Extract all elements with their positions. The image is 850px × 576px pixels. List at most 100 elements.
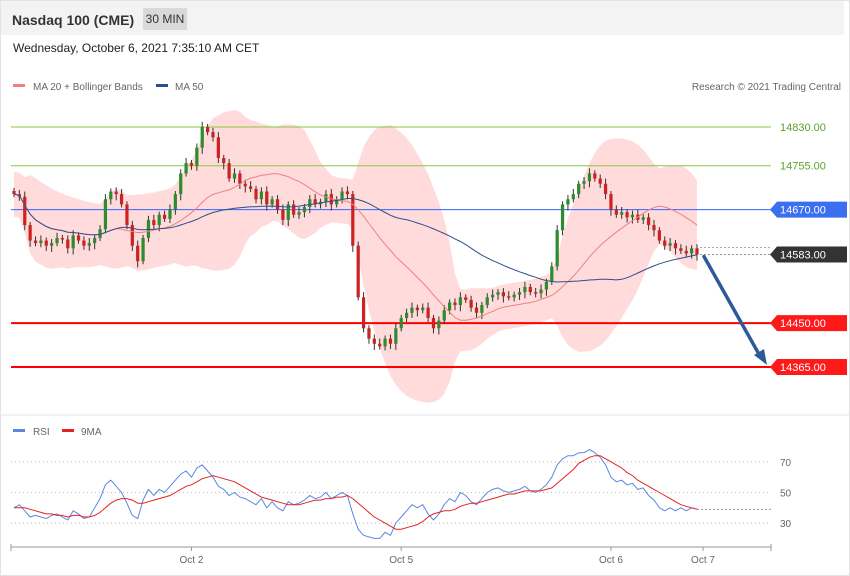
candle-body: [620, 212, 624, 215]
rsi-tick-label: 30: [780, 519, 792, 530]
candle-body: [340, 191, 344, 200]
candle-body: [431, 317, 436, 329]
candle-body: [614, 209, 618, 215]
candle-body: [345, 191, 350, 195]
candle-body: [222, 157, 226, 164]
candle-body: [673, 243, 678, 249]
candle-body: [302, 207, 307, 213]
candle-body: [517, 292, 522, 295]
rsi-panel: 70 50 30: [11, 449, 792, 539]
candle-body: [265, 191, 269, 205]
x-axis-tick-label: Oct 5: [389, 555, 413, 566]
rsi-tick-label: 50: [780, 488, 792, 499]
candle-body: [684, 250, 688, 254]
level-label-support: 14450.00: [780, 318, 826, 330]
level-label-resistance: 14755.00: [780, 161, 826, 173]
candle-body: [130, 225, 134, 246]
instrument-title: Nasdaq 100 (CME): [12, 12, 135, 28]
ma50-legend-label: MA 50: [175, 82, 204, 93]
candle-body: [544, 281, 549, 290]
candlesticks: [12, 121, 699, 351]
candle-body: [281, 209, 285, 220]
candle-body: [426, 307, 430, 318]
candle-body: [383, 338, 387, 347]
candle-body: [297, 212, 301, 215]
candle-body: [593, 173, 597, 179]
candle-body: [157, 214, 161, 226]
candle-body: [501, 292, 506, 297]
level-label-resistance: 14830.00: [780, 122, 826, 134]
candle-body: [523, 287, 527, 293]
candle-body: [216, 137, 220, 158]
candle-body: [292, 204, 296, 215]
candle-body: [119, 194, 124, 205]
candle-body: [679, 248, 683, 251]
candle-body: [33, 240, 38, 244]
x-axis-tick-label: Oct 2: [180, 555, 204, 566]
x-axis: Oct 2 Oct 5 Oct 6 Oct 7: [180, 547, 715, 566]
bb-legend-label: MA 20 + Bollinger Bands: [33, 82, 143, 93]
candle-body: [71, 235, 75, 249]
candle-body: [211, 132, 215, 138]
candle-body: [641, 217, 645, 220]
candle-body: [227, 163, 231, 179]
candle-body: [98, 229, 102, 238]
candle-body: [609, 194, 613, 210]
candle-body: [603, 183, 608, 195]
level-label-pivot: 14670.00: [780, 205, 826, 217]
candle-body: [136, 245, 140, 262]
candle-body: [469, 299, 473, 308]
chart-header: Nasdaq 100 (CME) 30 MIN: [1, 1, 844, 35]
level-label-current: 14583.00: [780, 249, 826, 261]
candle-body: [286, 204, 290, 220]
candle-body: [23, 196, 27, 226]
candle-body: [275, 199, 280, 210]
candle-body: [437, 320, 441, 329]
candle-body: [351, 194, 355, 246]
candle-body: [356, 245, 360, 298]
candle-body: [60, 237, 65, 240]
candle-body: [496, 292, 500, 295]
candle-body: [534, 292, 538, 294]
candle-body: [189, 163, 194, 166]
candle-body: [55, 237, 59, 244]
candle-body: [12, 191, 16, 195]
forecast-arrow-shaft: [702, 254, 762, 358]
candle-body: [550, 266, 554, 282]
candle-body: [566, 199, 570, 205]
ma20-line: [13, 173, 698, 321]
candle-body: [388, 338, 393, 344]
bollinger-bands: [14, 110, 697, 403]
candle-body: [512, 294, 516, 298]
candle-body: [668, 243, 672, 246]
candle-body: [485, 297, 489, 306]
candle-body: [249, 186, 253, 189]
candle-body: [394, 328, 398, 344]
candle-body: [254, 188, 258, 200]
candle-body: [103, 199, 108, 230]
ma50-legend-swatch: [156, 84, 168, 87]
candle-body: [367, 328, 371, 339]
candle-body: [66, 239, 70, 249]
x-axis-tick-label: Oct 6: [599, 555, 623, 566]
candle-body: [598, 178, 602, 184]
candle-body: [44, 240, 48, 246]
candle-body: [695, 248, 699, 255]
candle-body: [243, 183, 247, 187]
candle-body: [663, 240, 667, 246]
moving-averages: [13, 173, 698, 321]
candle-body: [168, 209, 172, 219]
candle-body: [539, 289, 543, 294]
candle-body: [125, 204, 129, 226]
candle-body: [657, 230, 661, 241]
timeframe-badge[interactable]: 30 MIN: [143, 8, 187, 30]
candle-body: [82, 240, 86, 246]
bb-legend-swatch: [13, 84, 25, 87]
candle-body: [308, 199, 312, 207]
rsi-legend-label: RSI: [33, 427, 50, 438]
candle-body: [571, 194, 575, 200]
candle-body: [238, 173, 242, 184]
candle-body: [448, 302, 452, 311]
candle-body: [361, 297, 366, 329]
